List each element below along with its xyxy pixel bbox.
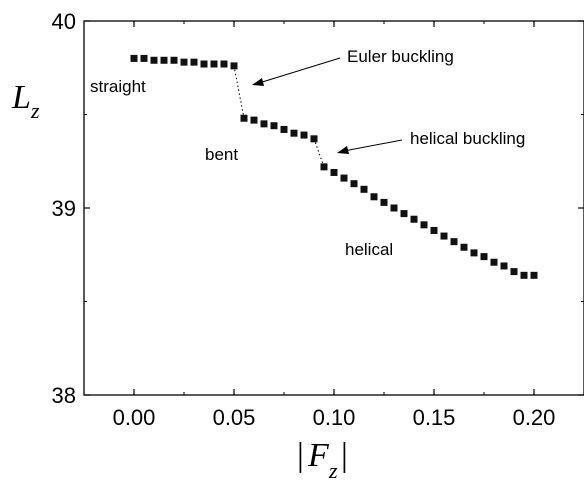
transition-lines [233,65,325,168]
annotations: straight bent helical Euler buckling hel… [90,47,525,259]
data-point [130,54,138,62]
data-point [420,221,428,229]
arrow-euler-line [258,57,341,84]
annotation-bent: bent [205,145,238,164]
data-point [400,210,408,218]
data-point [230,62,238,70]
data-point [450,238,458,246]
y-tick-label: 38 [52,383,76,408]
data-point [370,193,378,201]
data-point [430,226,438,234]
data-point [210,60,218,68]
data-point [340,174,348,182]
data-point [470,249,478,257]
x-tick-label: 0.00 [113,405,156,430]
data-point [380,198,388,206]
annotation-helical: helical [345,240,393,259]
data-point [290,129,298,137]
data-point [260,120,268,128]
axis-labels: L z | F z | [11,79,348,480]
data-point [240,114,248,122]
data-point [490,258,498,266]
y-axis-label: L [11,79,31,116]
x-axis-label: F [307,437,330,474]
data-point [520,271,528,279]
annotation-helical-buckling: helical buckling [410,129,525,148]
y-axis-label-subscript: z [30,98,40,123]
plot-frame [83,20,584,396]
annotation-straight: straight [90,77,146,96]
annotation-euler-buckling: Euler buckling [347,47,454,66]
data-point [460,243,468,251]
data-point [350,180,358,188]
x-axis-label-bar-right: | [341,437,348,474]
data-point [170,56,178,64]
data-points [130,54,538,279]
data-point [140,54,148,62]
data-point [510,268,518,276]
data-point [500,262,508,270]
transition-dotted-line [233,65,245,119]
data-point [160,56,168,64]
y-tick-label: 39 [52,196,76,221]
data-point [200,60,208,68]
data-point [530,271,538,279]
data-point [320,163,328,171]
x-tick-label: 0.05 [213,405,256,430]
x-tick-label: 0.20 [513,405,556,430]
data-point [410,215,418,223]
transition-dotted-line [313,138,325,168]
data-point [390,204,398,212]
x-axis-label-bar-left: | [297,437,304,474]
arrow-euler-head [252,78,264,86]
x-tick-label: 0.10 [313,405,356,430]
data-point [280,125,288,133]
data-point [220,60,228,68]
data-point [250,116,258,124]
data-point [300,131,308,139]
data-point [190,58,198,66]
arrow-helical-line [343,139,403,152]
x-axis-label-subscript: z [328,458,338,480]
data-point [440,232,448,240]
data-point [150,56,158,64]
data-point [270,122,278,130]
axes [83,20,584,396]
x-tick-label: 0.15 [413,405,456,430]
data-point [330,168,338,176]
data-point [480,253,488,261]
ticks: 0.00 0.05 0.10 0.15 0.20 38 39 40 [52,9,584,430]
data-point [180,58,188,66]
data-point [310,135,318,143]
data-point [360,185,368,193]
y-tick-label: 40 [52,9,76,34]
arrow-helical-head [337,146,349,154]
